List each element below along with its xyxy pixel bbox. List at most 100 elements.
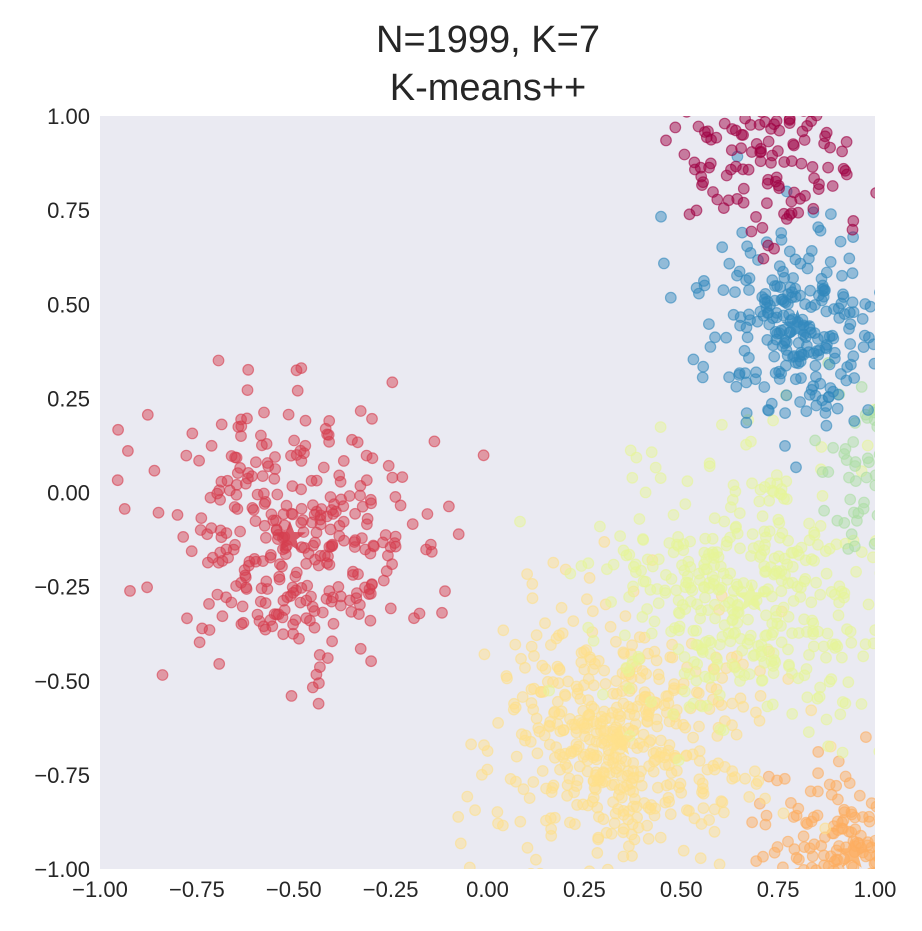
scatter-point [750, 210, 762, 223]
scatter-point [277, 508, 290, 521]
scatter-point [293, 632, 305, 645]
scatter-point [861, 452, 874, 465]
scatter-point [578, 663, 591, 676]
scatter-point [622, 813, 634, 826]
scatter-point [789, 282, 802, 295]
scatter-point [759, 792, 771, 805]
scatter-point [837, 822, 849, 835]
scatter-point [803, 649, 815, 661]
scatter-point [612, 803, 624, 815]
scatter-point [679, 685, 691, 698]
scatter-point [141, 581, 154, 594]
scatter-point [626, 772, 639, 785]
scatter-point [543, 719, 556, 732]
scatter-point [798, 134, 811, 146]
scatter-point [698, 546, 711, 559]
scatter-point [731, 600, 744, 612]
scatter-point [221, 474, 234, 487]
scatter-point [645, 627, 658, 640]
x-tick-label: 0.50 [660, 877, 703, 902]
scatter-point [354, 642, 367, 655]
scatter-point [212, 354, 225, 367]
scatter-point [714, 723, 727, 736]
scatter-point [214, 493, 227, 506]
scatter-point [817, 640, 830, 653]
scatter-point [786, 576, 799, 589]
scatter-point [679, 498, 692, 511]
scatter-point [649, 754, 662, 766]
scatter-point [299, 414, 312, 427]
scatter-point [295, 582, 308, 594]
scatter-point [716, 630, 729, 643]
scatter-point [843, 252, 856, 265]
scatter-point [698, 279, 711, 292]
scatter-point [811, 692, 824, 705]
centroid-star [781, 309, 814, 341]
scatter-point [741, 240, 753, 253]
scatter-point [225, 596, 238, 609]
scatter-point [666, 651, 679, 664]
scatter-point [648, 615, 661, 628]
scatter-point [788, 186, 800, 199]
scatter-point [622, 682, 635, 695]
scatter-point [699, 532, 712, 545]
scatter-point [740, 376, 753, 389]
scatter-point [363, 583, 376, 595]
scatter-point [726, 765, 739, 778]
scatter-point [561, 789, 573, 802]
scatter-point [294, 596, 307, 609]
scatter-point [667, 708, 679, 721]
scatter-point [744, 118, 757, 131]
scatter-point [863, 810, 875, 823]
scatter-point [762, 404, 774, 416]
centroid-star [603, 724, 636, 755]
scatter-point [672, 606, 685, 619]
scatter-point [772, 145, 784, 157]
scatter-point [519, 661, 531, 674]
scatter-point [777, 601, 790, 614]
scatter-point [877, 463, 888, 474]
scatter-point [514, 515, 526, 528]
scatter-point [647, 765, 660, 778]
scatter-point [571, 799, 583, 811]
scatter-point [617, 822, 630, 835]
scatter-point [809, 434, 821, 447]
scatter-point [772, 179, 785, 192]
scatter-point [215, 418, 228, 431]
scatter-point [568, 786, 580, 799]
scatter-point [707, 186, 719, 198]
scatter-point [773, 550, 785, 563]
scatter-point [780, 493, 793, 506]
scatter-point [679, 721, 692, 734]
scatter-point [691, 598, 703, 611]
scatter-point [321, 652, 334, 664]
scatter-point [726, 658, 739, 670]
scatter-point [871, 509, 875, 521]
scatter-point [295, 516, 308, 529]
scatter-point [645, 696, 657, 708]
scatter-point [651, 720, 664, 733]
scatter-point [349, 534, 362, 547]
scatter-point [843, 471, 855, 484]
scatter-point [193, 636, 206, 649]
scatter-point [289, 570, 302, 583]
scatter-point [750, 778, 763, 790]
y-tick-label: −0.75 [34, 763, 90, 788]
scatter-point [842, 543, 855, 555]
scatter-point [251, 608, 264, 621]
scatter-point [840, 168, 853, 181]
scatter-point [581, 754, 594, 767]
scatter-point [846, 267, 859, 280]
scatter-point [215, 531, 228, 544]
scatter-point [808, 838, 821, 851]
scatter-point [413, 607, 426, 620]
scatter-point [805, 861, 818, 869]
scatter-point [786, 708, 799, 720]
scatter-point [492, 817, 504, 830]
scatter-point [770, 469, 783, 482]
scatter-point [843, 777, 856, 789]
scatter-point [833, 312, 846, 324]
scatter-point [260, 531, 272, 544]
scatter-point [626, 471, 639, 484]
